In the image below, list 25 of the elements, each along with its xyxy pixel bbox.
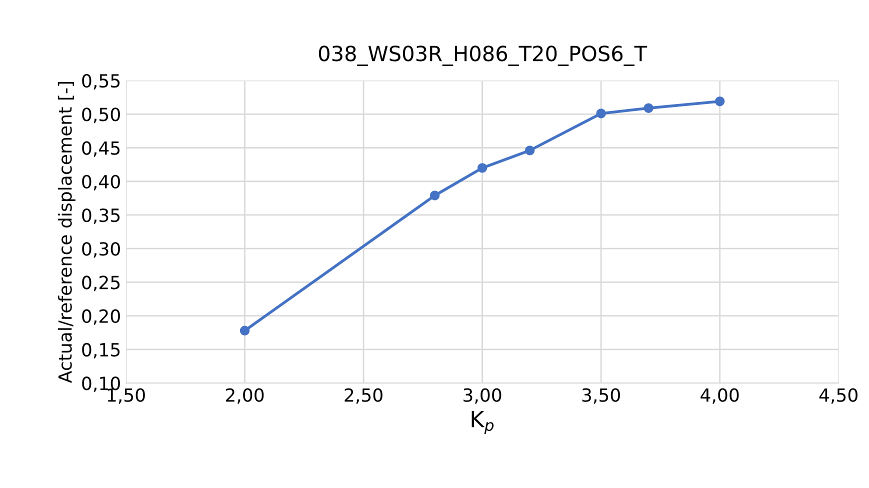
point [596, 108, 606, 118]
y-axis-title: Actual/reference displacement [-] [58, 82, 76, 383]
x-tick-label: 2,50 [344, 388, 382, 404]
point [714, 96, 725, 106]
x-tick-label: 4,50 [819, 388, 858, 404]
point [644, 103, 654, 113]
y-tick-label: 0,55 [82, 74, 120, 90]
chart-title: 038_WS03R_H086_T20_POS6_T [318, 46, 648, 66]
y-tick-label: 0,35 [82, 208, 120, 224]
y-tick-label: 0,40 [82, 174, 120, 190]
x-tick-label: 4,00 [700, 388, 739, 404]
point [524, 146, 535, 156]
point [430, 190, 440, 200]
x-tick-label: 3,00 [464, 388, 502, 404]
y-tick-label: 0,25 [82, 276, 120, 292]
x-tick-label: 2,00 [226, 388, 264, 404]
x-tick-label: 3,50 [582, 388, 620, 404]
point [477, 163, 488, 173]
y-tick-label: 0,50 [82, 108, 120, 124]
y-tick-label: 0,30 [82, 242, 120, 258]
y-tick-label: 0,20 [82, 309, 120, 325]
point [240, 326, 250, 336]
x-axis-title: K$_{p}$ [472, 410, 494, 434]
y-tick-label: 0,15 [82, 342, 120, 358]
y-tick-label: 0,45 [82, 141, 120, 157]
